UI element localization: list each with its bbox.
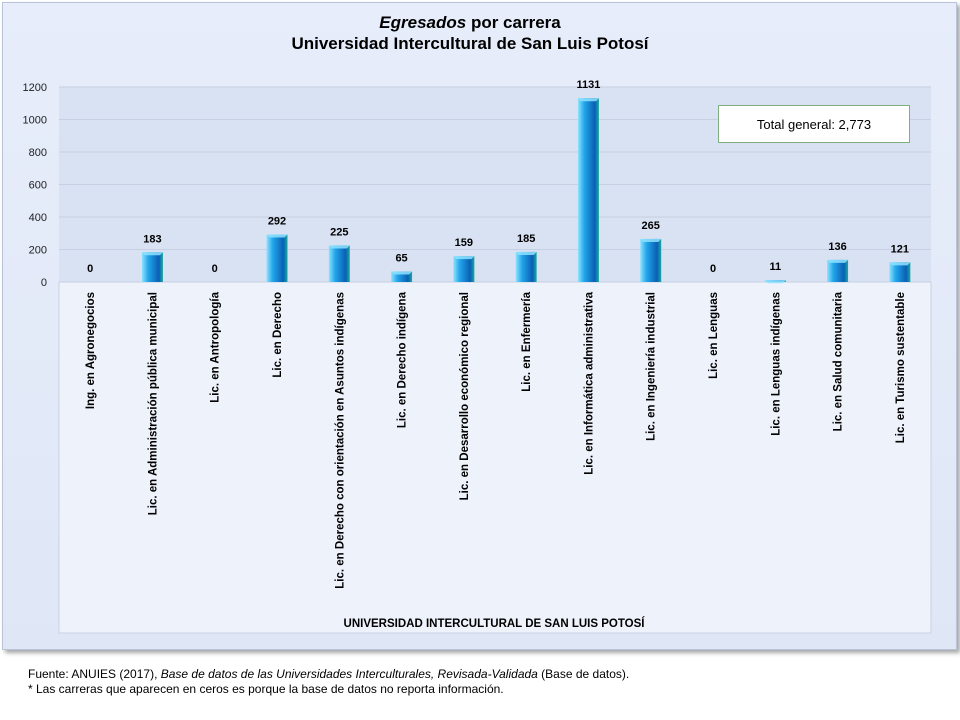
- x-axis-title: UNIVERSIDAD INTERCULTURAL DE SAN LUIS PO…: [344, 617, 646, 630]
- data-label: 185: [517, 233, 535, 245]
- data-label: 159: [455, 237, 473, 249]
- category-label: Lic. en Derecho con orientación en Asunt…: [334, 292, 346, 589]
- data-label: 225: [330, 226, 348, 238]
- y-tick-label: 800: [29, 147, 47, 159]
- bar-chart: 0 200 400 600 800 1000 1200 0 183 0 292 225 65 159 18…: [23, 79, 932, 634]
- bar: [640, 238, 662, 282]
- source-note: Fuente: ANUIES (2017), Base de datos de …: [28, 667, 629, 697]
- total-general-label: Total general: 2,773: [756, 116, 872, 132]
- bar-body: [889, 262, 911, 282]
- data-label: 121: [891, 243, 909, 255]
- bar: [391, 271, 413, 282]
- data-label: 183: [143, 233, 161, 245]
- data-label: 0: [212, 263, 218, 275]
- category-label: Lic. en Desarrollo económico regional: [459, 292, 471, 500]
- source-footnote: * Las carreras que aparecen en ceros es …: [28, 682, 504, 696]
- bar-body: [577, 98, 599, 283]
- data-label: 136: [828, 241, 846, 253]
- bar-body: [453, 256, 475, 282]
- y-tick-label: 1200: [23, 82, 47, 94]
- bar-top-bevel: [577, 98, 599, 102]
- title-italic-part: Egresados: [379, 13, 467, 32]
- bar: [827, 259, 849, 282]
- category-label: Lic. en Enfermería: [521, 291, 533, 391]
- bar: [141, 252, 163, 282]
- bar: [328, 245, 350, 282]
- y-tick-label: 400: [29, 212, 47, 224]
- title-rest-part: por carrera: [466, 13, 561, 32]
- data-label: 265: [642, 220, 660, 232]
- data-label: 0: [710, 263, 716, 275]
- category-label: Lic. en Lenguas: [708, 292, 720, 379]
- category-label: Lic. en Salud comunitaria: [833, 291, 845, 431]
- bar-top-bevel: [328, 245, 350, 249]
- bar: [577, 98, 599, 283]
- category-label: Lic. en Turismo sustentable: [895, 292, 907, 443]
- category-label: Lic. en Derecho: [272, 292, 284, 378]
- y-tick-label: 0: [41, 277, 47, 289]
- bar-body: [515, 251, 537, 282]
- bar-body: [141, 252, 163, 282]
- data-label: 11: [769, 261, 781, 273]
- bar-top-bevel: [515, 251, 537, 255]
- source-prefix: Fuente: ANUIES (2017),: [28, 667, 161, 681]
- bar-body: [827, 259, 849, 282]
- bar-body: [266, 234, 288, 282]
- bar-top-bevel: [889, 262, 911, 266]
- source-line: Fuente: ANUIES (2017), Base de datos de …: [28, 667, 629, 682]
- category-label: Lic. en Administración pública municipal: [147, 292, 159, 515]
- bar-body: [391, 271, 413, 282]
- category-label: Lic. en Antropología: [210, 291, 222, 402]
- bar-top-bevel: [764, 280, 786, 284]
- bar-top-bevel: [640, 238, 662, 242]
- bar-body: [328, 245, 350, 282]
- bar: [515, 251, 537, 282]
- bar-body: [640, 238, 662, 282]
- bar-top-bevel: [453, 256, 475, 260]
- chart-title-line1: Egresados por carrera: [0, 12, 940, 33]
- source-italic: Base de datos de las Universidades Inter…: [160, 667, 538, 681]
- y-tick-label: 1000: [23, 115, 47, 127]
- data-label: 1131: [576, 79, 600, 91]
- chart-title: Egresados por carrera Universidad Interc…: [0, 12, 940, 54]
- source-suffix: (Base de datos).: [537, 667, 630, 681]
- bar: [889, 262, 911, 282]
- bar-top-bevel: [141, 252, 163, 256]
- bar: [266, 234, 288, 282]
- bar: [764, 280, 786, 284]
- y-tick-label: 600: [29, 180, 47, 192]
- category-label: Lic. en Informática administrativa: [583, 291, 595, 474]
- data-label: 0: [87, 263, 93, 275]
- bar-top-bevel: [827, 259, 849, 263]
- bar-top-bevel: [391, 271, 413, 275]
- total-general-box: Total general: 2,773: [718, 105, 910, 143]
- chart-title-line2: Universidad Intercultural de San Luis Po…: [291, 34, 649, 53]
- category-label: Lic. en Ingeniería industrial: [646, 292, 658, 441]
- category-label: Lic. en Derecho indígena: [397, 291, 409, 428]
- data-label: 65: [395, 252, 407, 264]
- category-label-area: [58, 281, 932, 634]
- category-label: Ing. en Agronegocios: [85, 292, 97, 409]
- y-tick-label: 200: [29, 245, 47, 257]
- bar: [453, 256, 475, 282]
- bar-top-bevel: [266, 234, 288, 238]
- category-label: Lic. en Lenguas indígenas: [770, 292, 782, 436]
- data-label: 292: [268, 216, 286, 228]
